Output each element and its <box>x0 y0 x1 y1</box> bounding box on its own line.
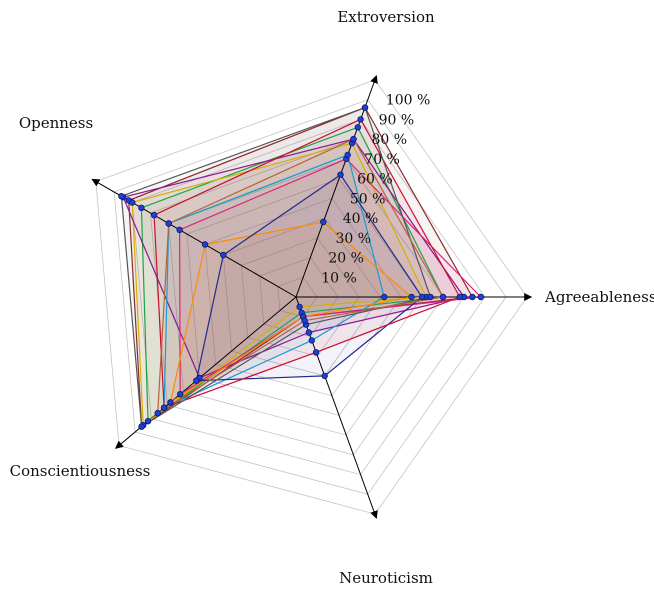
data-point <box>176 391 184 398</box>
data-point <box>350 135 357 143</box>
series-fill <box>157 139 443 414</box>
data-point <box>301 317 308 324</box>
data-point <box>138 204 145 211</box>
tick-label: 40 % <box>343 211 379 227</box>
data-point <box>357 116 364 123</box>
series-fill <box>179 158 481 395</box>
series-line <box>157 138 444 414</box>
data-point <box>296 303 303 311</box>
series-line <box>120 106 431 428</box>
data-point <box>167 399 174 406</box>
tick-label: 10 % <box>321 270 357 286</box>
grid-ring <box>131 118 486 476</box>
axis-title-neuroticism: Neuroticism <box>339 569 433 587</box>
series-fills <box>121 107 481 427</box>
data-point <box>150 211 158 219</box>
grid-ring <box>95 79 528 515</box>
tick-label: 50 % <box>350 191 386 207</box>
data-point <box>408 293 415 301</box>
series-fill <box>132 143 427 426</box>
data-point <box>418 293 426 301</box>
data-point <box>312 349 320 356</box>
data-point <box>165 220 172 227</box>
grid-ring <box>259 257 339 337</box>
grid-ring <box>240 237 360 357</box>
tick-label: 80 % <box>372 132 408 148</box>
data-point <box>193 377 200 384</box>
data-point <box>118 192 125 200</box>
data-point <box>321 372 328 380</box>
data-point <box>320 218 327 226</box>
data-point <box>138 423 145 430</box>
tick-label: 90 % <box>379 112 415 128</box>
series-line <box>128 106 473 428</box>
data-point <box>160 404 168 411</box>
data-points <box>118 104 484 430</box>
tick-label: 20 % <box>328 251 364 267</box>
grid-ring <box>113 99 507 495</box>
series-fill <box>121 107 431 427</box>
series-line <box>131 142 427 426</box>
tick-label: 100 % <box>386 93 430 109</box>
axis-title-openness: Openness <box>19 114 93 132</box>
data-point <box>308 337 315 344</box>
data-point <box>381 293 388 301</box>
data-point <box>305 329 313 336</box>
series-line <box>153 118 461 409</box>
tick-label: 60 % <box>357 172 393 188</box>
data-point <box>154 409 161 417</box>
grid-ring <box>204 197 402 397</box>
data-point <box>361 104 369 111</box>
series-fill <box>170 222 412 403</box>
tick-label: 30 % <box>336 231 372 247</box>
data-point <box>469 293 476 301</box>
radar-labels: 10 % 20 % 30 % 40 % 50 % 60 % 70 % 80 % 90 % 100 … <box>10 8 654 587</box>
series-lines <box>120 106 482 428</box>
data-point <box>337 171 344 178</box>
axis-title-agreeableness: Agreeableness <box>544 288 654 306</box>
series-line <box>195 174 423 382</box>
data-point <box>176 226 183 233</box>
data-point <box>477 293 484 301</box>
data-point <box>144 418 152 425</box>
data-point <box>456 293 463 301</box>
grid-ring <box>222 217 381 377</box>
axis-title-extroversion: Extroversion <box>337 8 435 26</box>
series-line <box>163 154 385 409</box>
data-point <box>354 124 361 131</box>
data-point <box>344 151 351 159</box>
series-fill <box>164 154 385 408</box>
data-point <box>201 241 209 248</box>
tick-label: 70 % <box>364 152 400 168</box>
series-line <box>179 158 482 395</box>
data-point <box>439 293 447 301</box>
series-line <box>169 221 413 403</box>
axis-line <box>295 75 378 298</box>
data-point <box>427 293 434 301</box>
axis-title-conscientiousness: Conscientiousness <box>10 462 151 480</box>
series-fill <box>141 127 443 422</box>
data-point <box>129 199 136 206</box>
data-point <box>220 251 227 259</box>
